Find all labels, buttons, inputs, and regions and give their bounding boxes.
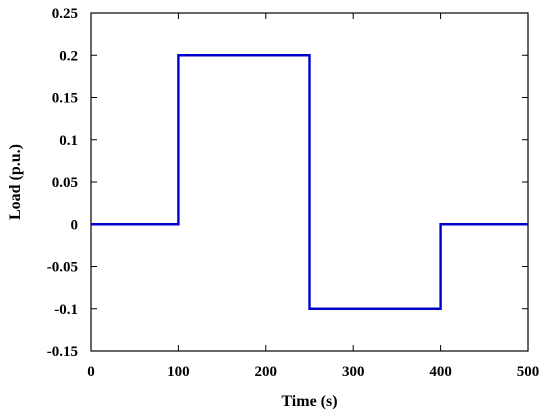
x-tick-label: 200 [255,364,278,380]
y-axis-label: Load (p.u.) [7,144,24,220]
series-line-0 [91,54,528,310]
y-tick-label: 0 [71,217,79,233]
series-group [91,54,528,310]
y-tick-labels: 0.25 0.2 0.15 0.1 0.05 0 -0.05 -0.1 -0.15 [47,6,78,360]
x-tick-label: 300 [342,364,365,380]
y-tick-label: 0.1 [59,133,78,149]
x-tick-label: 0 [87,364,95,380]
x-tick-label: 400 [429,364,452,380]
y-tick-label: 0.2 [59,48,78,64]
y-tick-label: 0.25 [52,6,78,22]
x-tick-label: 100 [167,364,190,380]
y-tick-label: -0.15 [47,344,78,360]
x-tick-label: 500 [517,364,540,380]
y-tick-label: -0.05 [47,260,78,276]
x-axis-label: Time (s) [281,393,337,410]
y-tick-label: -0.1 [54,302,78,318]
y-tick-label: 0.15 [52,91,78,107]
y-tick-label: 0.05 [52,175,78,191]
x-tick-labels: 0 100 200 300 400 500 [87,364,539,380]
